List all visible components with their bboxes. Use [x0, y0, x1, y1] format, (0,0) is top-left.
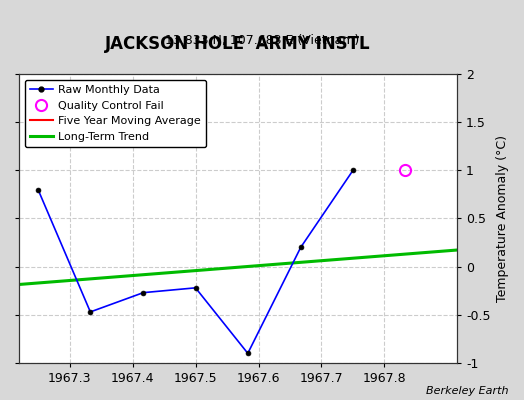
Y-axis label: Temperature Anomaly (°C): Temperature Anomaly (°C): [496, 135, 509, 302]
Text: 13.833 N, 107.683 E (Vietnam): 13.833 N, 107.683 E (Vietnam): [165, 34, 359, 47]
Title: JACKSON HOLE  ARMY INSTL: JACKSON HOLE ARMY INSTL: [105, 35, 371, 53]
Legend: Raw Monthly Data, Quality Control Fail, Five Year Moving Average, Long-Term Tren: Raw Monthly Data, Quality Control Fail, …: [25, 80, 206, 147]
Text: Berkeley Earth: Berkeley Earth: [426, 386, 508, 396]
